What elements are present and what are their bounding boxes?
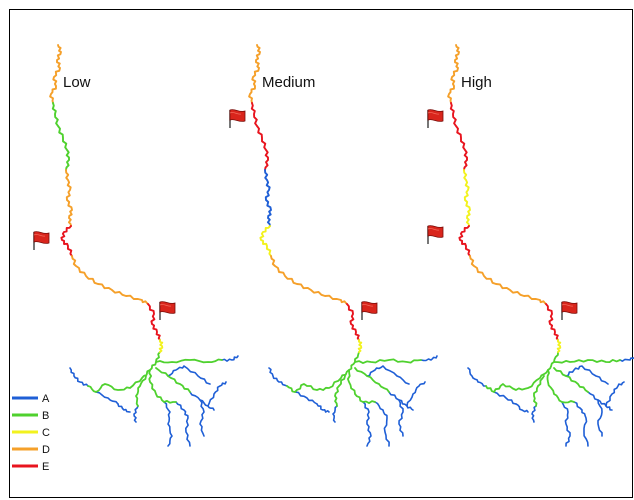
tributary-line — [467, 367, 487, 387]
river-segment-e — [60, 225, 73, 257]
main-branch-line — [553, 359, 621, 364]
tributary-line — [133, 405, 139, 423]
tributary-line — [362, 401, 372, 447]
tributary-line — [605, 381, 625, 407]
tributary-line — [117, 403, 131, 413]
main-branch-line — [347, 369, 376, 404]
river-segment-c — [158, 339, 164, 353]
tributary-line — [420, 355, 438, 362]
flag-icon — [427, 109, 444, 128]
river-segment-c — [556, 339, 562, 353]
river-segment-d — [469, 255, 547, 305]
tributary-line — [573, 401, 589, 447]
river-segment-b — [51, 102, 70, 171]
panel-low: Low — [33, 44, 239, 447]
legend-label-b: B — [42, 410, 49, 422]
tributary-line — [207, 381, 227, 407]
main-branch-line — [553, 367, 589, 393]
main-branch-line — [354, 367, 390, 393]
tributary-line — [398, 399, 404, 437]
legend-label-a: A — [42, 393, 50, 405]
river-segment-c — [357, 339, 363, 353]
tributary-line — [199, 399, 205, 437]
river-segment-d — [447, 44, 460, 104]
flag-icon — [159, 301, 176, 320]
river-segment-e — [346, 303, 360, 341]
main-branch-line — [155, 358, 223, 364]
river-segment-e — [449, 102, 468, 171]
river-segment-d — [270, 255, 348, 305]
tributary-line — [366, 365, 410, 385]
tributary-line — [597, 399, 603, 437]
main-branch-line — [334, 375, 346, 407]
river-segment-c — [259, 225, 272, 257]
tributary-line — [316, 403, 330, 413]
flag-icon — [427, 225, 444, 244]
figure-border — [9, 9, 633, 498]
tributary-line — [294, 391, 318, 405]
main-branch-line — [286, 351, 360, 393]
river-segment-e — [250, 102, 269, 171]
river-segment-e — [545, 303, 559, 341]
panel-label-medium: Medium — [262, 74, 315, 91]
tributary-line — [221, 355, 239, 362]
tributary-line — [531, 405, 537, 423]
tributary-line — [167, 365, 211, 385]
panel-medium: Medium — [229, 44, 438, 447]
tributary-line — [175, 401, 191, 447]
tributary-line — [406, 381, 426, 407]
river-segment-e — [147, 303, 161, 341]
main-branch-line — [87, 351, 161, 393]
tributary-line — [515, 403, 529, 413]
tributary-line — [268, 367, 288, 387]
panel-label-low: Low — [63, 74, 91, 91]
main-branch-line — [135, 375, 147, 407]
panel-label-high: High — [461, 74, 492, 91]
flag-icon — [561, 301, 578, 320]
tributary-line — [388, 391, 414, 411]
tributary-line — [163, 401, 173, 447]
tributary-line — [95, 391, 119, 405]
main-branch-line — [546, 369, 575, 404]
flag-icon — [229, 109, 246, 128]
legend-label-d: D — [42, 444, 50, 456]
main-branch-line — [155, 367, 191, 393]
tributary-line — [332, 405, 338, 423]
river-segment-e — [458, 225, 471, 257]
panel-high: High — [427, 44, 634, 447]
river-segment-d — [49, 44, 62, 104]
river-segment-c — [463, 169, 471, 227]
main-branch-line — [533, 375, 545, 407]
tributary-line — [565, 365, 609, 385]
river-segment-d — [71, 255, 149, 305]
river-segment-d — [248, 44, 261, 104]
tributary-line — [69, 367, 89, 387]
flag-icon — [33, 231, 50, 250]
tributary-line — [189, 391, 215, 411]
legend-label-c: C — [42, 427, 50, 439]
tributary-line — [493, 391, 517, 405]
flag-icon — [361, 301, 378, 320]
main-branch-line — [485, 351, 559, 393]
river-segment-a — [264, 169, 272, 227]
legend-label-e: E — [42, 461, 49, 473]
main-branch-line — [354, 358, 422, 364]
main-branch-line — [148, 369, 177, 404]
tributary-line — [619, 356, 634, 362]
river-segment-d — [65, 169, 73, 227]
tributary-line — [587, 391, 613, 411]
tributary-line — [561, 401, 571, 447]
tributary-line — [374, 401, 390, 447]
